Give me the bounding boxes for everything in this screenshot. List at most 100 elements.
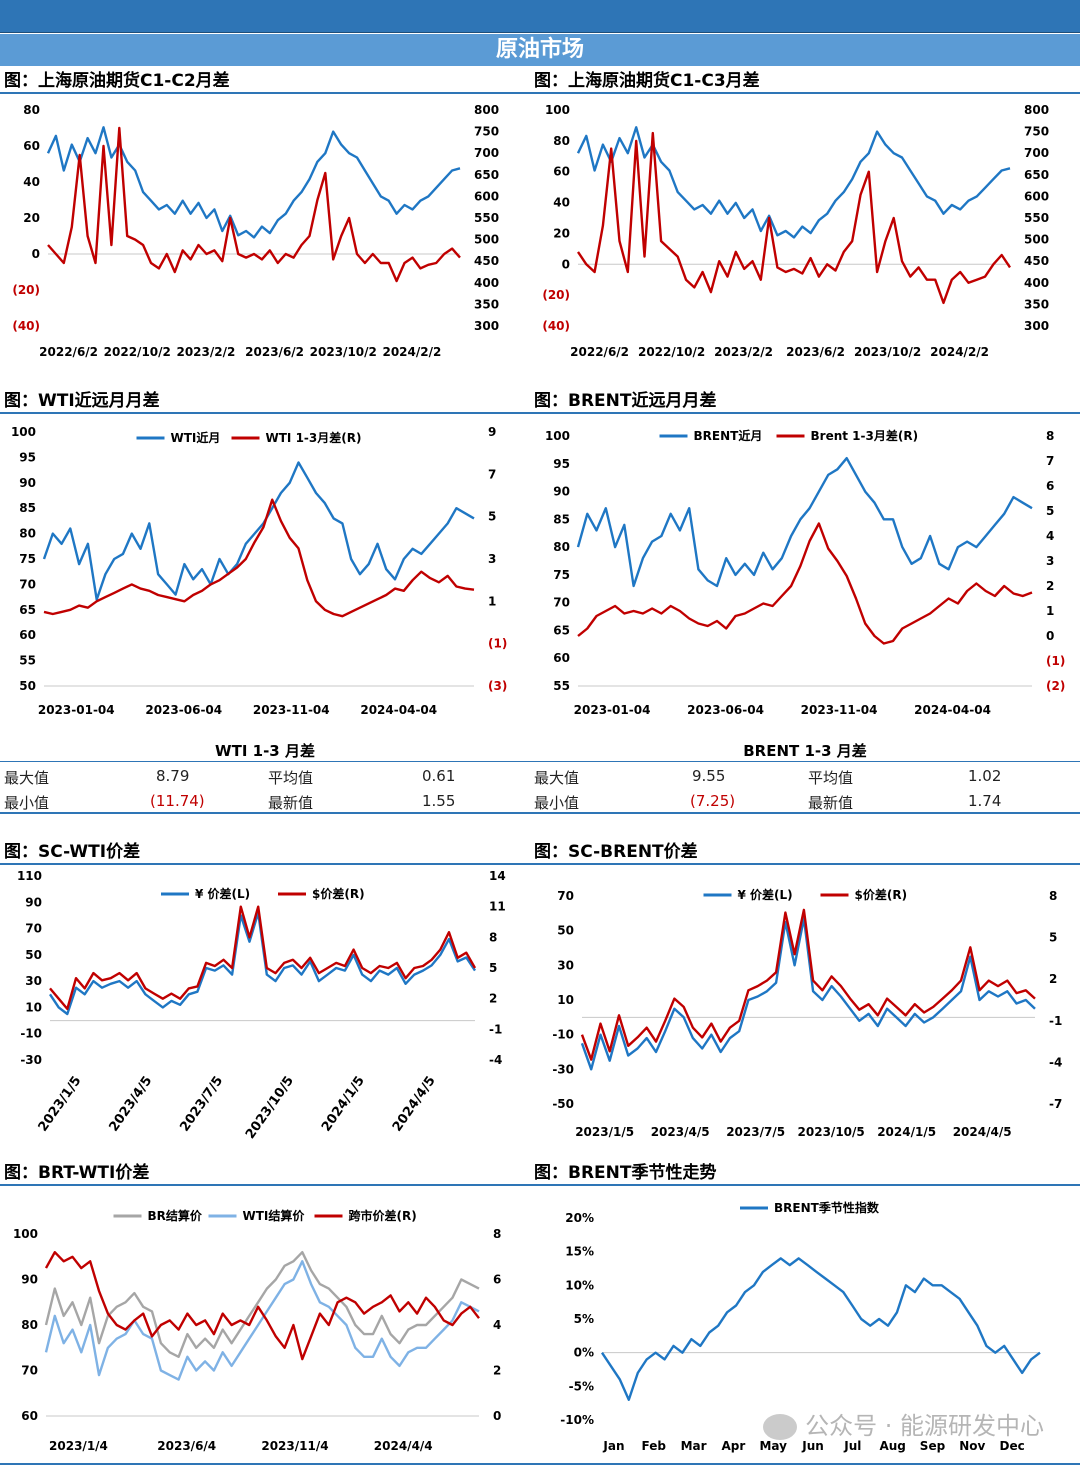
y-left-tick: 80 — [553, 134, 570, 148]
y-right-tick: 650 — [1024, 168, 1049, 182]
y-left-tick: 70 — [21, 1364, 38, 1378]
y-right-tick: 4 — [1046, 529, 1054, 543]
x-tick-label: 2024-04-04 — [914, 703, 991, 717]
watermark: 公众号 · 能源研发中心 — [763, 1406, 1044, 1441]
legend-label: BRENT季节性指数 — [774, 1200, 880, 1215]
wti-stats-title: WTI 1-3 月差 — [215, 742, 315, 760]
series-line-1 — [49, 905, 477, 1011]
divider — [0, 412, 1080, 414]
y-left-tick: 100 — [545, 429, 570, 443]
brent-avg-value: 1.02 — [968, 767, 1002, 785]
y-left-tick: 80 — [19, 527, 36, 541]
y-left-tick: -30 — [20, 1053, 42, 1067]
y-left-tick: 10 — [25, 1000, 42, 1014]
y-right-tick: 0 — [493, 1409, 501, 1423]
y-right-tick: 750 — [1024, 125, 1049, 139]
chart-sc-wti: 110 90 70 50 30 10 -10 -30 14 11 8 5 2 -1 -4 2023/1/5 20… — [0, 866, 525, 1146]
y-left-tick: 100 — [545, 103, 570, 117]
x-tick-label: 2023/10/2 — [854, 345, 921, 359]
y-right-tick: 450 — [474, 254, 499, 268]
y-left-tick: 85 — [553, 512, 570, 526]
divider — [0, 1184, 1080, 1186]
y-right-tick: -4 — [1049, 1055, 1062, 1069]
series-line-0 — [576, 457, 1033, 588]
y-right-tick: (1) — [488, 637, 507, 651]
legend-label: 跨市价差(R) — [349, 1208, 417, 1223]
y-right-tick: 5 — [1046, 504, 1054, 518]
y-left-tick: 20 — [23, 211, 40, 225]
y-right-tick: (2) — [1046, 679, 1065, 693]
legend-label: WTI近月 — [171, 430, 221, 445]
x-tick-label: 2024/2/2 — [930, 345, 989, 359]
y-right-tick: 0 — [1046, 629, 1054, 643]
x-tick-label: 2022/10/2 — [104, 345, 171, 359]
y-left-tick: 70 — [557, 889, 574, 903]
series-line-1 — [43, 498, 475, 618]
y-left-tick: 90 — [21, 1273, 38, 1287]
y-left-tick: 70 — [553, 596, 570, 610]
x-tick-label: Sep — [920, 1439, 946, 1453]
brent-max-value: 9.55 — [692, 767, 726, 785]
c4-svg: 100959085807570656055876543210(1)(2)2023… — [545, 428, 1065, 717]
y-left-tick: 55 — [553, 679, 570, 693]
x-tick-label: Jul — [843, 1439, 861, 1453]
x-tick-label: 2023/4/5 — [651, 1125, 710, 1139]
y-right-tick: -1 — [1049, 1014, 1062, 1028]
x-tick-label: 2023/10/5 — [243, 1074, 297, 1142]
y-right-tick: 6 — [1046, 479, 1054, 493]
y-right-tick: 4 — [493, 1318, 501, 1332]
chart-title-c3: 图：WTI近远月月差 — [4, 391, 160, 411]
y-right-tick: 1 — [488, 594, 496, 608]
x-tick-label: 2023/7/5 — [177, 1074, 226, 1135]
series-line-0 — [46, 126, 461, 239]
chart-sc-c1-c2: 80 60 40 20 0 (20) (40) 800 750 700 650 600 550 500 45… — [0, 96, 520, 366]
series-line-1 — [577, 131, 1011, 305]
y-right-tick: 8 — [1046, 429, 1054, 443]
x-tick-label: 2022/6/2 — [39, 345, 98, 359]
y-right-tick: 300 — [1024, 319, 1049, 333]
x-tick-label: Jun — [801, 1439, 824, 1453]
legend-label: WTI结算价 — [243, 1208, 306, 1223]
y-left-tick: 95 — [553, 457, 570, 471]
y-right-tick: 500 — [474, 233, 499, 247]
y-right-tick: (3) — [488, 679, 507, 693]
series-line-0 — [601, 1257, 1041, 1402]
y-left-tick: -10% — [560, 1413, 594, 1427]
x-tick-label: 2023-01-04 — [38, 703, 115, 717]
legend-label: $价差(R) — [855, 887, 908, 902]
y-right-tick: 750 — [474, 125, 499, 139]
y-left-tick: 85 — [19, 501, 36, 515]
c2-svg: 100 80 60 40 20 0 (20) (40) 800 750 700 650 600 550 50… — [542, 103, 1049, 359]
divider — [0, 812, 1080, 814]
y-left-tick: 60 — [21, 1409, 38, 1423]
y-left-tick: (20) — [542, 288, 570, 302]
chart-sc-c1-c3: 100 80 60 40 20 0 (20) (40) 800 750 700 650 600 550 50… — [530, 96, 1080, 366]
y-right-tick: 350 — [474, 297, 499, 311]
y-left-tick: 70 — [19, 577, 36, 591]
x-tick-label: 2023/7/5 — [726, 1125, 785, 1139]
y-left-tick: 10% — [565, 1278, 594, 1292]
y-right-tick: 5 — [489, 961, 497, 975]
brent-stats-title: BRENT 1-3 月差 — [743, 742, 867, 760]
y-left-tick: 40 — [553, 196, 570, 210]
x-tick-label: 2023-11-04 — [801, 703, 878, 717]
wti-avg-label: 平均值 — [268, 769, 314, 787]
y-left-tick: 20% — [565, 1211, 594, 1225]
wti-latest-value: 1.55 — [422, 792, 456, 810]
y-right-tick: 7 — [488, 467, 496, 481]
y-right-tick: 1 — [1046, 604, 1054, 618]
x-tick-label: 2023-06-04 — [145, 703, 222, 717]
y-right-tick: 650 — [474, 168, 499, 182]
y-right-tick: 2 — [489, 992, 497, 1006]
legend-label: BRENT近月 — [694, 428, 763, 443]
y-right-tick: 2 — [1046, 579, 1054, 593]
x-tick-label: 2022/10/2 — [638, 345, 705, 359]
series-line-1 — [577, 522, 1033, 645]
x-tick-label: 2023-01-04 — [574, 703, 651, 717]
c7-svg: 100 90 80 70 60 8 6 4 2 0 2023/1/4 2023/6/4 2023/11/… — [13, 1208, 501, 1453]
y-right-tick: 6 — [493, 1273, 501, 1287]
y-left-tick: 5% — [574, 1312, 594, 1326]
wti-min-label: 最小值 — [4, 794, 50, 812]
x-tick-label: Feb — [642, 1439, 667, 1453]
series-line-0 — [580, 917, 1036, 1071]
